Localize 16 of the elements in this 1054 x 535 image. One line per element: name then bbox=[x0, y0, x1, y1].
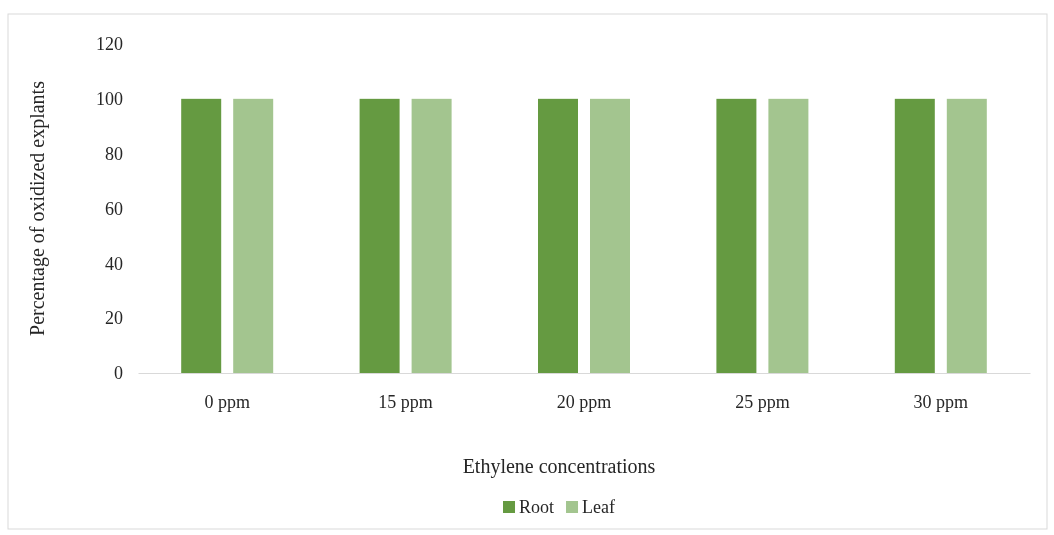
x-tick-label: 0 ppm bbox=[204, 391, 250, 412]
y-tick-label: 80 bbox=[105, 143, 123, 164]
x-axis-title: Ethylene concentrations bbox=[462, 455, 656, 478]
y-axis-title: Percentage of oxidized explants bbox=[26, 80, 49, 336]
x-tick-label: 15 ppm bbox=[378, 391, 433, 412]
x-tick-label: 20 ppm bbox=[556, 391, 612, 412]
y-tick-label: 100 bbox=[96, 89, 123, 110]
x-tick-label: 30 ppm bbox=[913, 391, 969, 412]
y-tick-label: 120 bbox=[96, 34, 123, 55]
y-tick-label: 60 bbox=[105, 198, 123, 219]
y-tick-label: 20 bbox=[105, 308, 123, 329]
x-tick-label: 25 ppm bbox=[735, 391, 790, 412]
y-tick-label: 0 bbox=[114, 363, 123, 384]
y-tick-label: 40 bbox=[105, 253, 123, 274]
legend-label: Leaf bbox=[582, 497, 615, 517]
legend-label: Root bbox=[519, 497, 555, 517]
